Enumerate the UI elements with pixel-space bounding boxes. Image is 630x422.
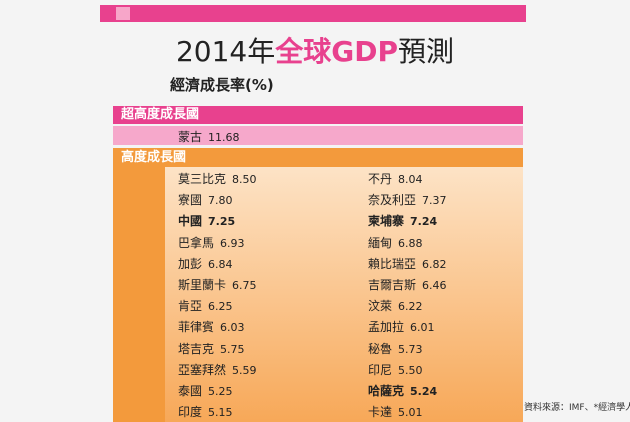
cell-value: 7.24 — [410, 215, 438, 229]
cell-name: 不丹 — [368, 172, 393, 186]
cell-value: 6.75 — [232, 279, 257, 292]
cell-value: 8.04 — [398, 173, 423, 186]
cell-value: 5.73 — [398, 342, 423, 356]
title-part: 預測 — [398, 35, 455, 68]
cell-name: 斯里蘭卡 — [178, 278, 227, 292]
cell-name: 塔吉克 — [178, 341, 215, 356]
cell: 肯亞 6.25 — [178, 297, 233, 314]
cell-name: 印度 — [178, 405, 203, 420]
cell-name: 加彭 — [178, 256, 203, 271]
row-left — [113, 126, 165, 145]
left-strip — [113, 148, 165, 422]
cell-name: 莫三比克 — [178, 172, 227, 186]
cell-value: 6.01 — [410, 321, 435, 335]
cell-name: 印尼 — [368, 362, 393, 377]
section-header: 高度成長國 — [113, 148, 523, 167]
cell-name: 吉爾吉斯 — [368, 278, 417, 292]
cell-value: 8.50 — [232, 173, 257, 186]
cell-value: 7.80 — [208, 194, 233, 208]
cell: 賴比瑞亞 6.82 — [368, 255, 447, 272]
cell-value: 7.25 — [208, 215, 236, 229]
subtitle: 經濟成長率(%) — [170, 76, 274, 94]
cell: 孟加拉 6.01 — [368, 318, 435, 335]
cell: 加彭 6.84 — [178, 255, 233, 272]
cell-value: 6.84 — [208, 257, 233, 271]
cell-value: 5.59 — [232, 363, 257, 377]
cell-name: 賴比瑞亞 — [368, 256, 417, 271]
cell-value: 6.88 — [398, 236, 423, 250]
cell: 泰國 5.25 — [178, 382, 233, 399]
cell-value: 6.82 — [422, 257, 447, 271]
cell-value: 5.15 — [208, 406, 233, 420]
title-part: 2014年 — [175, 35, 276, 68]
cell-value: 6.93 — [220, 236, 245, 250]
cell-name: 巴拿馬 — [178, 235, 215, 250]
cell-name: 菲律賓 — [178, 320, 215, 335]
cell: 卡達 5.01 — [368, 403, 423, 420]
cell-name: 汶萊 — [368, 299, 393, 314]
cell-name: 卡達 — [368, 405, 393, 420]
cell: 寮國 7.80 — [178, 191, 233, 208]
cell-value: 6.22 — [398, 300, 423, 314]
cell: 巴拿馬 6.93 — [178, 234, 245, 251]
top-square — [116, 7, 130, 20]
cell: 不丹 8.04 — [368, 170, 423, 187]
cell: 中國 7.25 — [178, 212, 235, 229]
cell-name: 蒙古 — [178, 130, 203, 144]
cell-name: 孟加拉 — [368, 320, 405, 335]
cell-value: 11.68 — [208, 131, 240, 144]
cell-value: 5.24 — [410, 385, 438, 398]
cell: 哈薩克 5.24 — [368, 382, 437, 399]
cell-value: 6.46 — [422, 279, 447, 292]
title-part: 全球GDP — [275, 35, 398, 68]
cell: 秘魯 5.73 — [368, 340, 423, 357]
cell: 蒙古 11.68 — [178, 128, 240, 145]
cell-name: 緬甸 — [368, 235, 393, 250]
cell: 印度 5.15 — [178, 403, 233, 420]
cell-name: 中國 — [178, 214, 203, 229]
cell-name: 亞塞拜然 — [178, 362, 227, 377]
section-header: 超高度成長國 — [113, 106, 523, 124]
cell-value: 5.50 — [398, 363, 423, 377]
table-body — [165, 167, 523, 422]
cell-value: 5.01 — [398, 406, 423, 420]
cell-name: 寮國 — [178, 193, 203, 208]
cell-value: 6.03 — [220, 321, 245, 335]
cell: 印尼 5.50 — [368, 361, 423, 378]
cell-name: 奈及利亞 — [368, 193, 417, 208]
title: 2014年全球GDP預測 — [0, 30, 630, 70]
cell-name: 泰國 — [178, 384, 203, 398]
cell-name: 秘魯 — [368, 341, 393, 356]
cell-name: 柬埔寨 — [368, 214, 405, 229]
cell: 亞塞拜然 5.59 — [178, 361, 257, 378]
cell: 緬甸 6.88 — [368, 234, 423, 251]
cell-name: 哈薩克 — [368, 384, 405, 398]
cell: 菲律賓 6.03 — [178, 318, 245, 335]
source: 資料來源：IMF、*經濟學人 — [524, 403, 630, 413]
cell: 汶萊 6.22 — [368, 297, 423, 314]
row-band — [165, 126, 523, 145]
cell-value: 7.37 — [422, 194, 447, 208]
cell: 奈及利亞 7.37 — [368, 191, 447, 208]
cell-name: 肯亞 — [178, 299, 203, 314]
cell-value: 5.75 — [220, 342, 245, 356]
cell-value: 5.25 — [208, 385, 233, 398]
cell-value: 6.25 — [208, 300, 233, 314]
cell: 塔吉克 5.75 — [178, 340, 245, 357]
cell: 斯里蘭卡 6.75 — [178, 276, 257, 293]
cell: 吉爾吉斯 6.46 — [368, 276, 447, 293]
cell: 莫三比克 8.50 — [178, 170, 257, 187]
top-bar — [100, 5, 526, 22]
cell: 柬埔寨 7.24 — [368, 212, 437, 229]
